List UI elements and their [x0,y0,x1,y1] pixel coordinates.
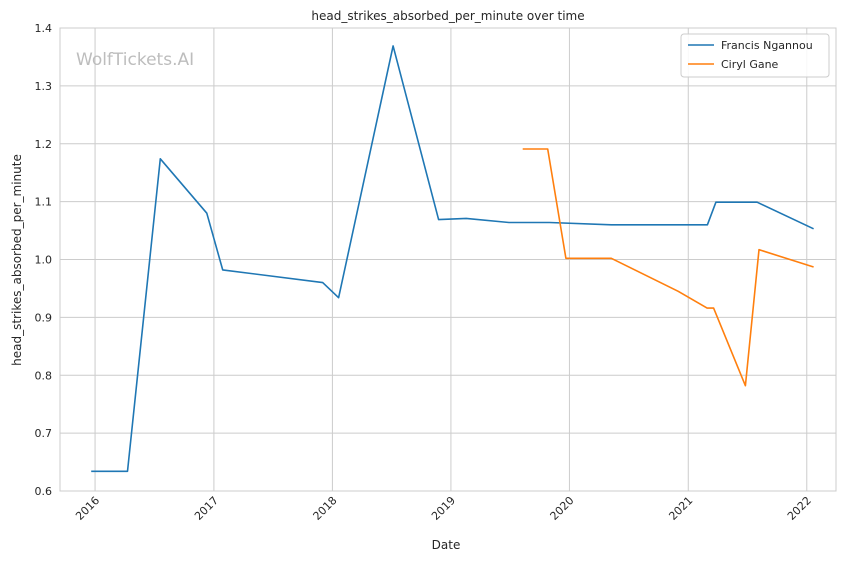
series-line-ciryl-gane [522,148,814,387]
y-tick-label: 0.7 [35,427,53,440]
y-tick-label: 1.3 [35,80,53,93]
y-gridlines [60,27,836,492]
y-tick-label: 0.6 [35,485,53,498]
y-tick-label: 0.8 [35,369,53,382]
series-lines [91,45,814,473]
series-line-francis-ngannou [91,45,814,473]
y-tick-label: 1.1 [35,196,53,209]
y-tick-label: 1.4 [35,22,53,35]
legend-label-ciryl-gane: Ciryl Gane [721,58,779,71]
y-tick-label: 0.9 [35,311,53,324]
watermark: WolfTickets.AI [76,50,194,70]
legend-label-francis-ngannou: Francis Ngannou [721,39,813,52]
legend-box [680,33,830,78]
y-axis-label: head_strikes_absorbed_per_minute [10,154,24,366]
y-tick-label: 1.2 [35,138,53,151]
x-axis-label: Date [432,538,461,552]
legend: Francis Ngannou Ciryl Gane [680,33,830,78]
y-axis-ticks: 0.6 0.7 0.8 0.9 1.0 1.1 1.2 1.3 1.4 [35,22,53,498]
y-tick-label: 1.0 [35,254,53,267]
chart-title: head_strikes_absorbed_per_minute over ti… [311,9,584,23]
